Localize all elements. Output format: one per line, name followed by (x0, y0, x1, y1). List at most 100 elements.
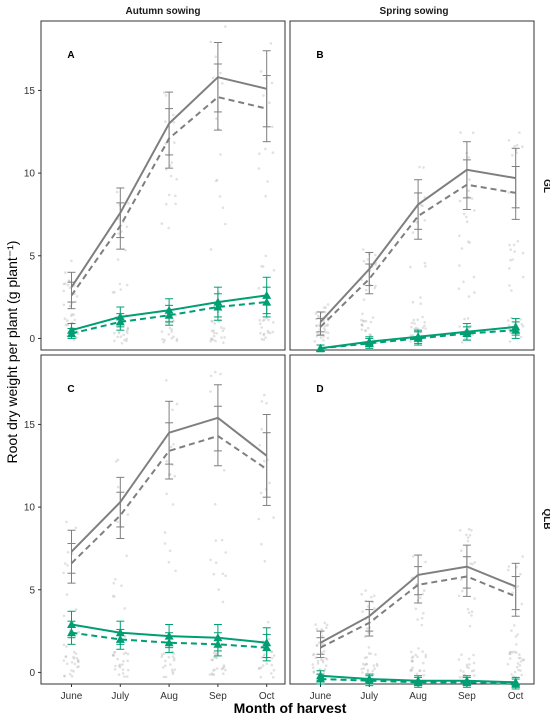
jitter-point (117, 330, 121, 334)
jitter-point (508, 267, 511, 270)
jitter-point (64, 655, 68, 658)
jitter-point (323, 324, 327, 328)
jitter-point (76, 332, 80, 335)
jitter-point (170, 668, 174, 672)
jitter-point (316, 662, 320, 665)
jitter-point (170, 336, 174, 340)
jitter-point (373, 594, 376, 598)
jitter-point (125, 339, 128, 343)
jitter-point (63, 317, 67, 321)
jitter-point (169, 663, 172, 666)
jitter-point (515, 143, 519, 147)
jitter-point (411, 666, 414, 669)
jitter-point (172, 121, 176, 124)
jitter-point (209, 374, 213, 378)
jitter-point (72, 313, 75, 316)
jitter-point (210, 337, 213, 340)
jitter-point (374, 284, 377, 288)
jitter-point (111, 653, 115, 657)
jitter-point (365, 288, 368, 292)
jitter-point (422, 673, 426, 677)
jitter-point (212, 329, 215, 332)
jitter-point (472, 275, 476, 279)
panel-label: A (67, 50, 74, 61)
jitter-point (259, 70, 263, 73)
jitter-point (215, 332, 218, 335)
jitter-point (165, 379, 168, 382)
jitter-point (472, 661, 476, 665)
jitter-point (421, 650, 424, 653)
jitter-point (174, 569, 177, 573)
jitter-point (510, 673, 513, 676)
jitter-point (125, 225, 129, 229)
jitter-point (507, 191, 511, 194)
jitter-point (508, 650, 512, 654)
jitter-point (224, 574, 227, 578)
jitter-point (257, 167, 261, 170)
jitter-point (322, 327, 326, 330)
jitter-point (62, 303, 66, 307)
jitter-point (120, 230, 123, 233)
jitter-point (114, 578, 117, 581)
jitter-point (70, 313, 74, 316)
y-axis-title: Root dry weight per plant (g plant⁻¹) (4, 241, 20, 464)
jitter-point (219, 71, 222, 75)
y-tick-label: 5 (29, 585, 35, 596)
data-point-triangle (262, 297, 272, 306)
jitter-point (72, 655, 75, 659)
jitter-point (214, 539, 218, 542)
series-line-grey-dashed (319, 183, 516, 328)
jitter-point (468, 624, 472, 628)
jitter-point (272, 668, 276, 672)
jitter-point (116, 520, 119, 524)
jitter-point (508, 657, 512, 660)
jitter-point (170, 328, 174, 331)
jitter-point (465, 665, 469, 669)
jitter-point (169, 445, 173, 449)
jitter-point (470, 610, 474, 613)
jitter-point (210, 319, 213, 323)
jitter-point (259, 675, 263, 679)
jitter-point (221, 82, 224, 85)
jitter-point (423, 321, 427, 324)
jitter-point (213, 322, 216, 325)
data-point-triangle (316, 343, 325, 352)
jitter-point (221, 572, 225, 576)
jitter-point (419, 302, 423, 306)
jitter-point (313, 652, 316, 656)
jitter-point (173, 668, 177, 671)
jitter-point (212, 669, 215, 672)
jitter-point (419, 296, 422, 299)
jitter-point (76, 665, 79, 669)
jitter-point (162, 91, 166, 94)
jitter-point (468, 241, 471, 244)
jitter-point (164, 664, 167, 667)
jitter-point (420, 623, 424, 627)
jitter-point (325, 626, 328, 629)
data-point-triangle (164, 310, 174, 319)
jitter-point (409, 669, 412, 672)
strip-spring-sowing: Spring sowing (380, 6, 449, 17)
jitter-point (266, 329, 270, 333)
jitter-point (367, 646, 371, 649)
data-point-triangle (364, 676, 374, 685)
jitter-point (174, 194, 177, 198)
panel-frame (289, 20, 535, 351)
jitter-point (513, 144, 516, 148)
jitter-point (361, 671, 364, 674)
jitter-point (326, 331, 330, 335)
x-axis-title: Month of harvest (234, 700, 347, 716)
y-tick-label: 10 (24, 503, 36, 514)
jitter-point (414, 326, 418, 330)
jitter-point (416, 327, 420, 331)
jitter-point (116, 258, 120, 261)
jitter-point (214, 55, 217, 58)
jitter-point (161, 338, 164, 341)
jitter-point (174, 202, 177, 206)
jitter-point (326, 336, 330, 340)
jitter-point (117, 232, 120, 235)
jitter-point (424, 327, 428, 330)
jitter-point (312, 671, 316, 674)
jitter-point (465, 663, 469, 667)
jitter-point (164, 94, 168, 97)
